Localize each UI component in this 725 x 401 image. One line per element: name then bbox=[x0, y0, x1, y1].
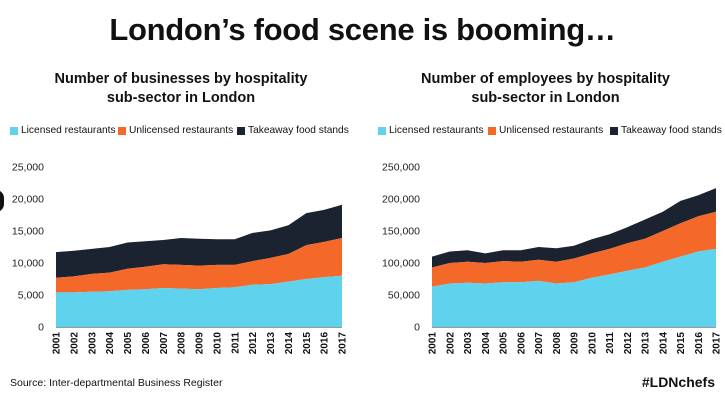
legend-swatch-licensed bbox=[10, 126, 18, 135]
right-x-tick-label: 2006 bbox=[516, 332, 527, 355]
right-y-tick-label: 0 bbox=[414, 322, 420, 334]
legend-label-takeaway: Takeaway food stands bbox=[621, 125, 722, 136]
left-x-tick-label: 2016 bbox=[320, 332, 331, 355]
left-y-tick-label: 15,000 bbox=[12, 226, 44, 238]
right-x-tick-label: 2016 bbox=[694, 332, 705, 355]
right-y-tick-label: 150,000 bbox=[382, 226, 420, 238]
left-area-unlicensed bbox=[56, 238, 342, 293]
left-x-tick-label: 2008 bbox=[177, 332, 188, 355]
left-x-tick-label: 2004 bbox=[105, 332, 116, 355]
left-chart-title-line-1: Number of businesses by hospitality bbox=[54, 71, 308, 87]
legend-item-licensed: Licensed restaurants bbox=[10, 125, 116, 136]
right-x-tick-label: 2014 bbox=[658, 332, 669, 355]
left-x-tick-label: 2015 bbox=[302, 332, 313, 355]
left-x-tick-label: 2001 bbox=[52, 332, 63, 355]
left-y-tick-label: 0 bbox=[38, 322, 44, 334]
right-x-tick-label: 2002 bbox=[445, 332, 456, 355]
right-area-takeaway bbox=[432, 188, 716, 268]
right-x-tick-label: 2005 bbox=[499, 332, 510, 355]
right-x-tick-label: 2017 bbox=[712, 332, 723, 355]
right-y-tick-label: 200,000 bbox=[382, 194, 420, 206]
left-chart-title-line-2: sub-sector in London bbox=[106, 90, 256, 106]
right-x-tick-label: 2009 bbox=[570, 332, 581, 355]
legend-item-unlicensed: Unlicensed restaurants bbox=[118, 125, 233, 136]
right-x-tick-label: 2008 bbox=[552, 332, 563, 355]
right-area-licensed bbox=[432, 248, 716, 327]
right-x-tick-label: 2003 bbox=[463, 332, 474, 355]
left-x-tick-label: 2010 bbox=[212, 332, 223, 355]
legend-item-takeaway: Takeaway food stands bbox=[237, 125, 349, 136]
left-chart-title: Number of businesses by hospitality sub-… bbox=[0, 70, 362, 108]
left-y-tick-label: 20,000 bbox=[12, 194, 44, 206]
left-y-tick-label: 5,000 bbox=[18, 290, 44, 302]
left-x-tick-label: 2006 bbox=[141, 332, 152, 355]
left-y-tick-label: 25,000 bbox=[12, 162, 44, 174]
legend-swatch-unlicensed bbox=[488, 126, 496, 135]
edge-mark bbox=[0, 190, 4, 212]
right-x-tick-label: 2013 bbox=[641, 332, 652, 355]
right-area-unlicensed bbox=[432, 211, 716, 287]
left-x-tick-label: 2014 bbox=[284, 332, 295, 355]
left-x-tick-label: 2011 bbox=[230, 332, 241, 354]
left-x-tick-label: 2013 bbox=[266, 332, 277, 355]
right-y-tick-label: 100,000 bbox=[382, 258, 420, 270]
left-x-tick-label: 2003 bbox=[87, 332, 98, 355]
legend-label-unlicensed: Unlicensed restaurants bbox=[129, 125, 234, 136]
right-chart-title-line-1: Number of employees by hospitality bbox=[421, 71, 670, 87]
legend-item-unlicensed: Unlicensed restaurants bbox=[488, 125, 603, 136]
left-area-takeaway bbox=[56, 204, 342, 278]
legend-item-takeaway: Takeaway food stands bbox=[610, 125, 722, 136]
headline: London’s food scene is booming… bbox=[109, 12, 616, 47]
source-note: Source: Inter-departmental Business Regi… bbox=[10, 377, 223, 389]
left-chart-panel: Number of businesses by hospitality sub-… bbox=[0, 70, 362, 370]
right-x-tick-label: 2007 bbox=[534, 332, 545, 355]
left-x-tick-label: 2007 bbox=[159, 332, 170, 355]
right-y-tick-label: 50,000 bbox=[388, 290, 420, 302]
right-x-tick-label: 2010 bbox=[587, 332, 598, 355]
legend-label-licensed: Licensed restaurants bbox=[389, 125, 484, 136]
left-x-tick-label: 2017 bbox=[338, 332, 349, 355]
left-x-tick-label: 2009 bbox=[195, 332, 206, 355]
right-y-tick-label: 250,000 bbox=[382, 162, 420, 174]
right-x-tick-label: 2012 bbox=[623, 332, 634, 355]
legend-label-licensed: Licensed restaurants bbox=[21, 125, 116, 136]
left-x-tick-label: 2002 bbox=[69, 332, 80, 355]
legend-item-licensed: Licensed restaurants bbox=[378, 125, 484, 136]
legend-swatch-unlicensed bbox=[118, 126, 126, 135]
right-x-tick-label: 2001 bbox=[428, 332, 439, 355]
left-area-chart: 0 5,000 10,000 15,000 20,000 25,000 2001 2002 20… bbox=[12, 162, 349, 355]
right-chart-panel: Number of employees by hospitality sub-s… bbox=[366, 70, 725, 370]
legend-label-unlicensed: Unlicensed restaurants bbox=[499, 125, 604, 136]
legend-label-takeaway: Takeaway food stands bbox=[248, 125, 349, 136]
legend-swatch-licensed bbox=[378, 126, 386, 135]
right-chart-title: Number of employees by hospitality sub-s… bbox=[366, 70, 725, 108]
right-x-tick-label: 2011 bbox=[605, 332, 616, 354]
left-x-tick-label: 2012 bbox=[248, 332, 259, 355]
left-x-tick-label: 2005 bbox=[123, 332, 134, 355]
legend-swatch-takeaway bbox=[610, 126, 618, 135]
legend-swatch-takeaway bbox=[237, 126, 245, 135]
right-area-chart: 0 50,000 100,000 150,000 200,000 250,000 2001 2… bbox=[382, 162, 723, 355]
right-chart-title-line-2: sub-sector in London bbox=[471, 90, 620, 106]
hashtag: #LDNchefs bbox=[641, 374, 715, 390]
right-x-tick-label: 2004 bbox=[481, 332, 492, 355]
left-area-licensed bbox=[56, 275, 342, 327]
left-y-tick-label: 10,000 bbox=[12, 258, 44, 270]
right-x-tick-label: 2015 bbox=[676, 332, 687, 355]
